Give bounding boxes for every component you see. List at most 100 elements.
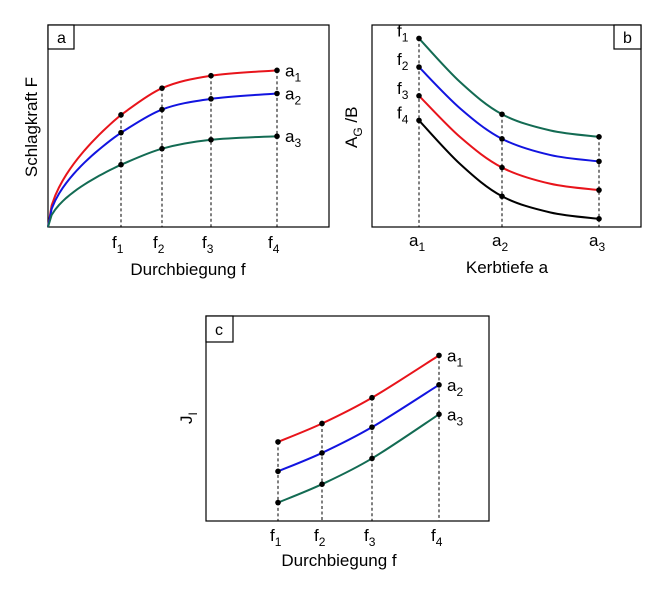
panel-b-series-label-base: f: [397, 103, 402, 122]
panel-b-x-axis-label: Kerbtiefe a: [466, 258, 549, 277]
panel-c-data-point: [275, 499, 281, 506]
panel-c-tick-label: f4: [431, 526, 443, 549]
panel-b-data-point: [596, 216, 602, 222]
panel-b-tick-label-sub: 3: [598, 240, 605, 254]
panel-b-series-label: f3: [397, 79, 409, 102]
panel-b-tick-label-base: a: [589, 231, 599, 250]
panel-c-data-point: [275, 439, 281, 445]
panel-c-series-label-sub: 1: [456, 355, 463, 369]
panel-c-series-line: [277, 354, 440, 443]
panel-c-data-point: [369, 455, 375, 462]
panel-a-series-line: [47, 92, 278, 228]
panel-c-frame: [205, 315, 490, 522]
panel-b-frame: [371, 24, 642, 228]
panel-b-series-label-base: f: [397, 79, 402, 98]
panel-a-series-label-base: a: [285, 85, 295, 104]
panel-c-tick-label: f2: [314, 526, 326, 549]
panel-a-tick-label: f2: [153, 233, 165, 256]
panel-b-series-label-sub: 3: [402, 88, 409, 102]
panel-b-series-label-sub: 1: [402, 30, 409, 44]
panel-b-data-point: [416, 117, 422, 124]
panel-a-series-line: [47, 135, 278, 228]
panel-a-tick-label-sub: 3: [207, 242, 214, 256]
panel-c-data-point: [319, 450, 325, 456]
panel-c-tick-label-sub: 1: [275, 535, 282, 549]
panel-c-data-point: [275, 468, 281, 475]
panel-a-tick-label-sub: 4: [273, 242, 280, 256]
panel-c-data-point: [369, 394, 375, 401]
panel-a-tick-label-base: f: [112, 233, 117, 252]
panel-a-data-point: [274, 90, 280, 97]
panel-a-series-label-sub: 1: [294, 70, 301, 84]
panel-b-data-point: [416, 93, 422, 99]
panel-b-tick-label-base: a: [492, 231, 502, 250]
panel-c-series-label-base: a: [447, 346, 457, 365]
panel-a-series-line: [47, 69, 278, 228]
panel-c-badge: [205, 315, 234, 343]
panel-c-series-label-sub: 3: [456, 414, 463, 428]
panel-c-y-axis-label-sub: I: [186, 412, 200, 415]
panel-b-series-label-base: f: [397, 21, 402, 40]
panel-a-frame: [47, 24, 330, 228]
panel-c-tick-label-base: f: [364, 526, 369, 545]
panel-a-badge: [47, 24, 75, 50]
panel-c-data-point: [436, 352, 442, 359]
panel-a-tick-label-base: f: [153, 233, 158, 252]
panel-b-badge: [613, 24, 642, 50]
panel-b-data-point: [596, 134, 602, 140]
panel-a-data-point: [159, 85, 165, 91]
panel-c-series-label-base: a: [447, 376, 457, 395]
panel-a-tick-label: f3: [202, 233, 214, 256]
panel-b-y-axis-label: AG /B: [342, 107, 365, 148]
panel-b-tick-label-sub: 2: [501, 240, 508, 254]
panel-c-data-point: [319, 420, 325, 427]
panel-c-data-point: [319, 481, 325, 488]
panel-c-series-label-sub: 2: [456, 385, 463, 399]
panel-b-data-point: [416, 35, 422, 42]
panel-b-data-point: [499, 136, 505, 142]
panel-c-y-axis-label: JI: [177, 412, 200, 424]
panel-a-series-label: a2: [285, 85, 301, 108]
panel-b-series-label: f4: [397, 103, 409, 126]
panel-a-data-point: [208, 96, 214, 102]
panel-a-data-point: [208, 72, 214, 79]
panel-a-x-axis-label: Durchbiegung f: [130, 260, 246, 279]
panel-c-tick-label-base: f: [431, 526, 436, 545]
panel-b-data-point: [499, 164, 505, 171]
panel-a-badge-label: a: [57, 30, 66, 47]
panel-c-tick-label: f3: [364, 526, 376, 549]
panel-c-tick-label-sub: 2: [319, 535, 326, 549]
panel-a-data-point: [118, 112, 124, 118]
panel-c-tick-label-base: f: [270, 526, 275, 545]
panel-b-series-label-sub: 4: [402, 112, 409, 126]
panel-c-badge-label: c: [215, 322, 223, 339]
panel-a-tick-label-sub: 2: [158, 242, 165, 256]
panel-b-data-point: [596, 158, 602, 165]
panel-a-series-label: a3: [285, 127, 301, 150]
panel-a-data-point: [159, 145, 165, 152]
panel-b-tick-label-base: a: [409, 231, 419, 250]
panel-c-series-line: [277, 383, 440, 473]
panel-c-y-axis-label-base: J: [177, 416, 196, 425]
panel-b-data-point: [499, 111, 505, 118]
panel-c-series-line: [277, 413, 440, 504]
panel-a-tick-label-base: f: [202, 233, 207, 252]
panel-c-series-label-base: a: [447, 405, 457, 424]
panel-a-series-label-sub: 2: [294, 94, 301, 108]
panel-b-badge-label: b: [623, 30, 632, 47]
panel-a-data-point: [274, 67, 280, 74]
panel-c-tick-label-base: f: [314, 526, 319, 545]
panel-a-series-label-base: a: [285, 61, 295, 80]
panel-c-tick-label: f1: [270, 526, 282, 549]
panel-c-x-axis-label: Durchbiegung f: [281, 551, 397, 570]
panel-a-y-axis-label: Schlagkraft F: [22, 77, 41, 177]
panel-b-y-axis-label-rest: /B: [342, 107, 361, 128]
panel-a-data-point: [208, 136, 214, 143]
panel-c-data-point: [436, 411, 442, 418]
panel-b-series-label: f2: [397, 50, 409, 73]
panel-a-tick-label: f1: [112, 233, 124, 256]
panel-b-y-axis-label-sub: G: [351, 127, 365, 136]
